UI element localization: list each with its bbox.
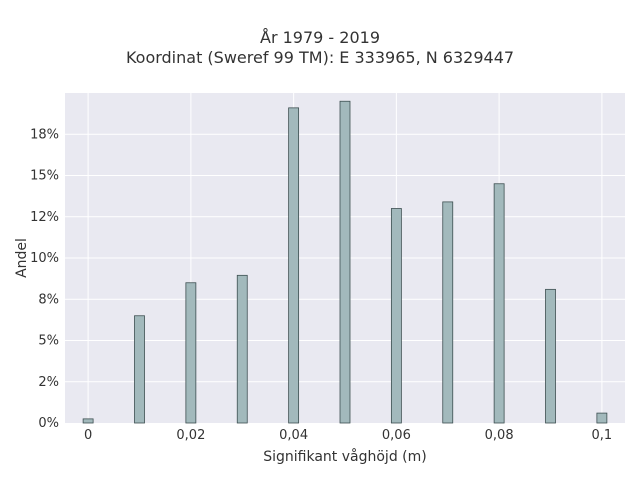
y-tick-label: 12%	[30, 210, 59, 225]
x-tick-label: 0,06	[382, 428, 411, 443]
y-tick-label: 18%	[30, 127, 59, 142]
bar	[390, 208, 402, 424]
bar	[82, 418, 94, 424]
bar	[596, 412, 608, 424]
y-tick-label: 2%	[38, 375, 59, 390]
bar	[339, 100, 351, 424]
y-tick-label: 15%	[30, 169, 59, 184]
x-tick-label: 0	[84, 428, 92, 443]
x-axis-ticks: 0 0,02 0,04 0,06 0,08 0,1	[84, 428, 612, 443]
bar	[442, 201, 454, 424]
chart-title-line-1: År 1979 - 2019	[260, 28, 380, 47]
bar	[185, 282, 197, 424]
bar	[493, 183, 505, 424]
y-tick-label: 8%	[38, 292, 59, 307]
y-tick-label: 5%	[38, 334, 59, 349]
bar	[545, 288, 556, 424]
y-tick-label: 0%	[38, 416, 59, 431]
chart-title: År 1979 - 2019 Koordinat (Sweref 99 TM):…	[0, 28, 640, 68]
x-axis-title: Signifikant våghöjd (m)	[263, 448, 426, 465]
bar	[236, 274, 248, 424]
y-tick-label: 10%	[30, 251, 59, 266]
y-axis-ticks: 0% 2% 5% 8% 10% 12% 15% 18%	[30, 127, 59, 431]
y-axis-title: Andel	[14, 238, 30, 278]
x-tick-label: 0,1	[592, 428, 613, 443]
chart-title-line-2: Koordinat (Sweref 99 TM): E 333965, N 63…	[125, 48, 515, 67]
x-tick-label: 0,02	[176, 428, 205, 443]
bar	[288, 107, 300, 424]
x-tick-label: 0,04	[279, 428, 308, 443]
bars	[82, 100, 608, 424]
bar	[134, 315, 145, 424]
x-tick-label: 0,08	[485, 428, 514, 443]
